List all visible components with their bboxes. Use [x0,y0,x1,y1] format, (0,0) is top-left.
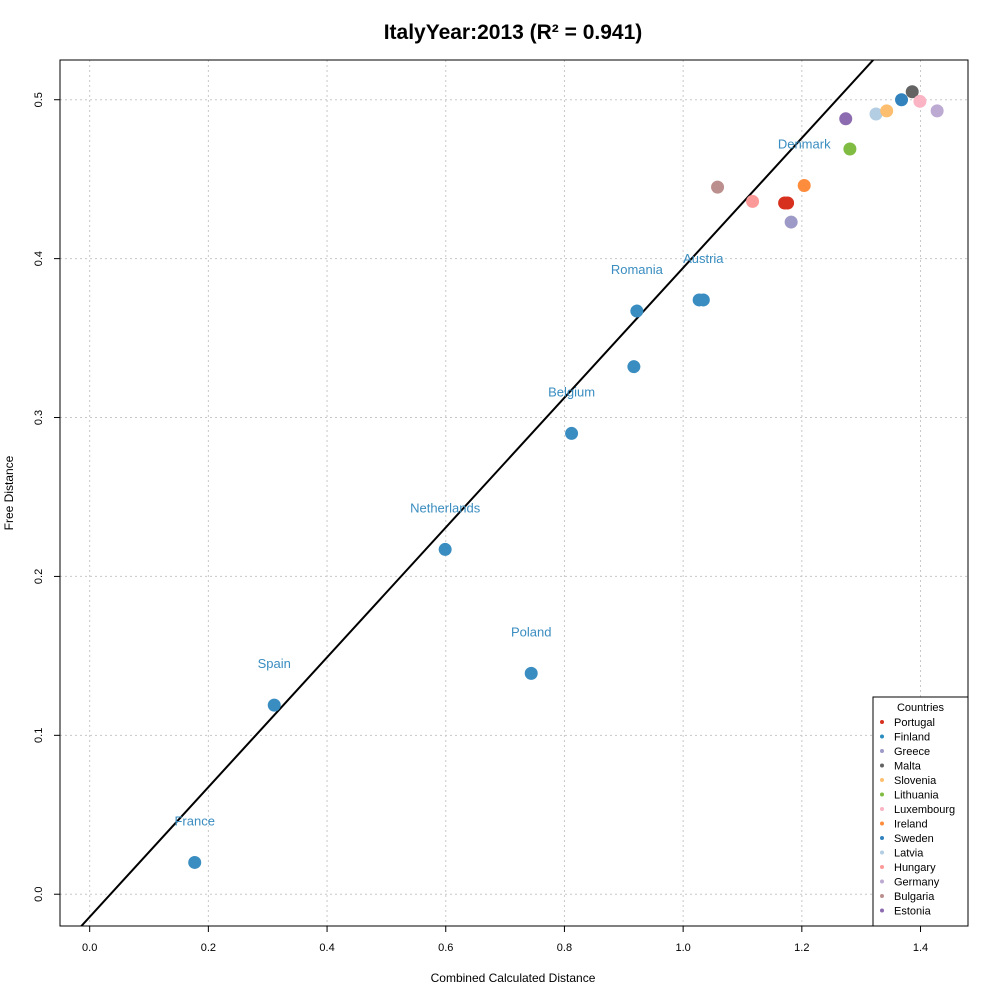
x-tick-label: 0.8 [557,942,572,954]
chart-title: ItalyYear:2013 (R² = 0.941) [384,21,643,44]
data-point [630,304,644,318]
legend-entry: Hungary [894,862,936,874]
point-label: Spain [258,656,291,671]
point-label: Cyprus [892,43,934,58]
legend-entry: Greece [894,746,930,758]
y-tick-label: 0.2 [33,569,45,584]
legend-entry: Ireland [894,819,928,831]
legend-entry: Latvia [894,848,924,860]
legend-entry: Lithuania [894,790,940,802]
data-point [784,215,798,229]
data-point [913,94,927,108]
y-tick-label: 0.3 [33,410,45,425]
legend-marker [880,821,884,826]
point-label: Belgium [548,384,595,399]
data-point [895,93,909,107]
legend-marker [880,807,884,811]
plot-frame [59,59,969,927]
y-tick-label: 0.4 [33,251,45,266]
data-point [880,104,894,118]
data-point [905,85,919,99]
x-axis: 0.0 0.2 0.4 0.6 0.8 1.0 1.2 1.4 [82,926,928,954]
data-point [696,293,710,307]
x-tick-label: 0.0 [82,942,97,954]
point-label: Denmark [778,137,831,152]
point-label: France [174,813,214,828]
fit-line-layer [80,60,875,926]
data-point [627,360,641,374]
legend-marker [880,879,884,884]
legend-entry: Germany [894,877,940,889]
legend-marker [880,908,884,913]
legend-marker [880,850,884,855]
y-tick-label: 0.0 [33,887,45,902]
legend-entry: Finland [894,732,930,744]
y-tick-label: 0.1 [33,728,45,743]
x-tick-label: 1.2 [794,942,809,954]
data-point [869,107,883,121]
legend: Countries Portugal Finland Greece Malta Slove… [872,696,969,927]
legend-marker [880,894,884,898]
y-axis: 0.0 0.1 0.2 0.3 0.4 0.5 [33,92,60,902]
grid [60,60,968,926]
point-label: Netherlands [410,500,481,515]
data-point [746,194,760,208]
data-point [843,142,857,156]
legend-title: Countries [897,702,945,714]
data-point [438,542,452,556]
legend-marker [880,749,884,753]
regression-line [80,60,875,926]
legend-marker [880,836,884,840]
x-tick-label: 0.2 [201,942,216,954]
x-tick-label: 1.0 [675,942,690,954]
legend-entry: Sweden [894,833,934,845]
legend-marker [880,778,884,782]
x-tick-label: 0.6 [438,942,453,954]
legend-marker [880,865,884,869]
legend-box [872,696,969,927]
y-tick-label: 0.5 [33,92,45,107]
data-point [839,112,853,126]
legend-entry: Portugal [894,717,935,729]
legend-entry: Bulgaria [894,891,935,903]
legend-entry: Malta [894,761,922,773]
x-axis-label: Combined Calculated Distance [431,971,596,985]
point-labels-layer: France Spain Netherlands Poland Belgium Roman… [174,43,934,829]
x-tick-label: 0.4 [319,942,334,954]
data-point [797,179,811,193]
legend-marker [880,734,884,739]
point-label: Romania [611,262,664,277]
data-point [781,196,795,210]
point-label: Austria [683,251,724,266]
point-label: Poland [511,624,551,639]
legend-marker [880,792,884,797]
legend-marker [880,763,884,768]
data-point [524,666,538,680]
y-axis-label: Free Distance [2,455,16,530]
legend-entry: Slovenia [894,775,937,787]
data-point [267,698,281,712]
legend-entry: Estonia [894,906,932,918]
x-tick-label: 1.4 [913,942,928,954]
points-layer [188,85,944,869]
data-point [565,426,579,440]
legend-entry: Luxembourg [894,804,955,816]
data-point [711,180,725,194]
data-point [930,104,944,118]
legend-marker [880,720,884,724]
data-point [188,855,202,869]
